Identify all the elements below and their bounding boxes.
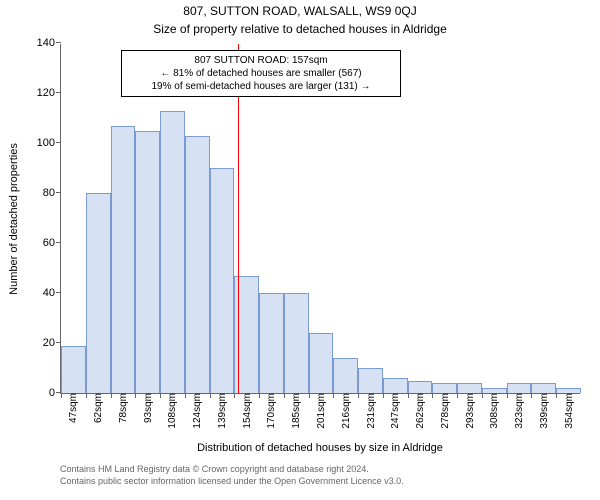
histogram-bar	[507, 383, 532, 393]
xtick-label: 278sqm	[440, 393, 451, 439]
xtick-mark	[259, 393, 260, 398]
xtick-label: 308sqm	[489, 393, 500, 439]
histogram-bar	[358, 368, 383, 393]
ytick-mark	[56, 242, 61, 243]
ytick-label: 140	[25, 37, 61, 49]
xtick-label: 93sqm	[143, 393, 154, 439]
xtick-label: 216sqm	[341, 393, 352, 439]
histogram-bar	[185, 136, 210, 394]
ytick-label: 20	[25, 337, 61, 349]
xtick-label: 293sqm	[465, 393, 476, 439]
xtick-label: 108sqm	[167, 393, 178, 439]
xtick-label: 124sqm	[192, 393, 203, 439]
xtick-label: 323sqm	[514, 393, 525, 439]
histogram-bar	[383, 378, 408, 393]
xtick-label: 185sqm	[291, 393, 302, 439]
histogram-bar	[333, 358, 358, 393]
xtick-label: 170sqm	[266, 393, 277, 439]
xtick-mark	[135, 393, 136, 398]
xtick-label: 78sqm	[118, 393, 129, 439]
ytick-label: 60	[25, 237, 61, 249]
xtick-label: 247sqm	[390, 393, 401, 439]
annotation-line1: 807 SUTTON ROAD: 157sqm	[128, 54, 394, 67]
ytick-label: 0	[25, 387, 61, 399]
xtick-mark	[383, 393, 384, 398]
histogram-bar	[135, 131, 160, 394]
y-axis-label: Number of detached properties	[8, 44, 24, 394]
xtick-mark	[86, 393, 87, 398]
chart-container: 807, SUTTON ROAD, WALSALL, WS9 0QJ Size …	[0, 0, 600, 500]
histogram-bar	[457, 383, 482, 393]
histogram-bar	[86, 193, 111, 393]
xtick-label: 339sqm	[539, 393, 550, 439]
histogram-bar	[210, 168, 235, 393]
footnote-line1: Contains HM Land Registry data © Crown c…	[60, 464, 580, 476]
xtick-mark	[482, 393, 483, 398]
ytick-label: 80	[25, 187, 61, 199]
xtick-mark	[457, 393, 458, 398]
histogram-bar	[309, 333, 334, 393]
xtick-mark	[358, 393, 359, 398]
xtick-mark	[234, 393, 235, 398]
xtick-mark	[309, 393, 310, 398]
xtick-mark	[210, 393, 211, 398]
ytick-mark	[56, 42, 61, 43]
xtick-label: 262sqm	[415, 393, 426, 439]
histogram-bar	[284, 293, 309, 393]
plot-area: 02040608010012014047sqm62sqm78sqm93sqm10…	[60, 44, 580, 394]
xtick-mark	[185, 393, 186, 398]
footnote-line2: Contains public sector information licen…	[60, 476, 580, 488]
xtick-label: 154sqm	[242, 393, 253, 439]
xtick-mark	[408, 393, 409, 398]
ytick-mark	[56, 292, 61, 293]
xtick-mark	[507, 393, 508, 398]
xtick-label: 201sqm	[316, 393, 327, 439]
xtick-mark	[61, 393, 62, 398]
xtick-mark	[556, 393, 557, 398]
histogram-bar	[160, 111, 185, 394]
xtick-mark	[284, 393, 285, 398]
xtick-mark	[432, 393, 433, 398]
ytick-mark	[56, 92, 61, 93]
ytick-label: 40	[25, 287, 61, 299]
xtick-label: 354sqm	[564, 393, 575, 439]
ytick-mark	[56, 142, 61, 143]
title-sub: Size of property relative to detached ho…	[0, 22, 600, 36]
xtick-mark	[333, 393, 334, 398]
xtick-label: 231sqm	[366, 393, 377, 439]
annotation-box: 807 SUTTON ROAD: 157sqm ← 81% of detache…	[121, 50, 401, 97]
histogram-bar	[259, 293, 284, 393]
xtick-label: 62sqm	[93, 393, 104, 439]
annotation-line2: ← 81% of detached houses are smaller (56…	[128, 67, 394, 80]
footnote: Contains HM Land Registry data © Crown c…	[60, 464, 580, 487]
ytick-label: 100	[25, 137, 61, 149]
histogram-bar	[111, 126, 136, 394]
annotation-line3: 19% of semi-detached houses are larger (…	[128, 80, 394, 93]
histogram-bar	[432, 383, 457, 393]
xtick-label: 139sqm	[217, 393, 228, 439]
histogram-bar	[531, 383, 556, 393]
ytick-mark	[56, 342, 61, 343]
histogram-bar	[408, 381, 433, 394]
xtick-mark	[160, 393, 161, 398]
xtick-mark	[111, 393, 112, 398]
ytick-label: 120	[25, 87, 61, 99]
x-axis-label: Distribution of detached houses by size …	[60, 442, 580, 454]
xtick-mark	[531, 393, 532, 398]
title-main: 807, SUTTON ROAD, WALSALL, WS9 0QJ	[0, 4, 600, 18]
histogram-bar	[61, 346, 86, 394]
xtick-label: 47sqm	[68, 393, 79, 439]
ytick-mark	[56, 192, 61, 193]
